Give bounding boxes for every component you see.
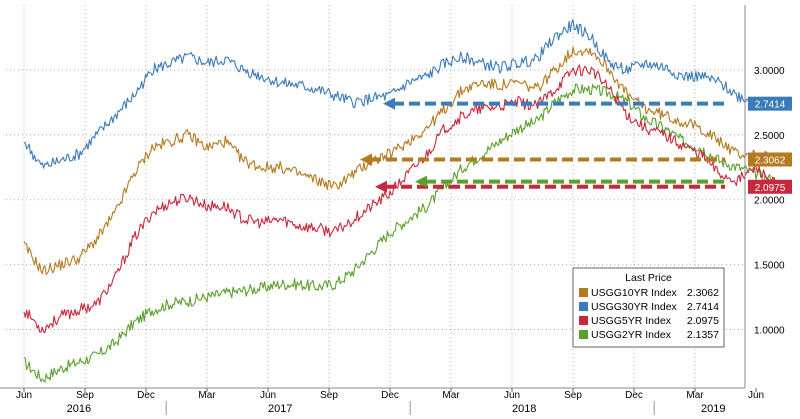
last-price-tag-label: 2.3062 bbox=[755, 155, 786, 166]
legend-entry-value: 2.0975 bbox=[687, 315, 719, 327]
series-line-usgg30yr bbox=[23, 19, 778, 169]
y-tick-label: 1.0000 bbox=[754, 326, 785, 337]
x-year-label: 2019 bbox=[701, 403, 725, 415]
x-year-label: 2017 bbox=[268, 403, 292, 415]
legend-swatch bbox=[579, 302, 588, 311]
x-tick-label: Dec bbox=[137, 390, 155, 401]
x-tick-label: Jun bbox=[748, 390, 764, 401]
arrow-head-usgg2yr bbox=[415, 175, 427, 188]
legend-entry-name: USGG10YR Index bbox=[591, 287, 678, 299]
legend: Last Price USGG10YR Index 2.3062 USGG30YR I… bbox=[572, 267, 725, 348]
last-price-tag-bg bbox=[748, 152, 792, 167]
arrow-head-usgg10yr bbox=[360, 153, 372, 166]
last-price-tags: 2.7414 2.3062 2.0975 bbox=[748, 96, 792, 194]
y-tick-label: 2.0000 bbox=[754, 196, 785, 207]
legend-entry-name: USGG5YR Index bbox=[591, 315, 672, 327]
legend-box bbox=[572, 267, 725, 348]
series-line-usgg10yr bbox=[23, 46, 778, 275]
legend-entry-name: USGG30YR Index bbox=[591, 301, 678, 313]
x-year-label: 2016 bbox=[67, 403, 91, 415]
x-tick-label: Mar bbox=[686, 390, 704, 401]
arrow-head-usgg5yr bbox=[375, 180, 387, 193]
arrow-head-usgg30yr bbox=[383, 97, 395, 110]
legend-swatch bbox=[579, 316, 588, 325]
last-price-tag-label: 2.7414 bbox=[755, 100, 786, 111]
x-year-label: 2018 bbox=[512, 403, 536, 415]
x-tick-label: Mar bbox=[198, 390, 216, 401]
x-tick-label: Dec bbox=[381, 390, 399, 401]
series-line-usgg5yr bbox=[23, 64, 778, 334]
axes: 3.0000 2.5000 2.0000 1.5000 1.0000 Jun Sep Dec M… bbox=[0, 5, 785, 415]
x-tick-label: Sep bbox=[320, 390, 338, 401]
legend-entry-value: 2.3062 bbox=[687, 287, 719, 299]
series-lines bbox=[23, 19, 778, 383]
last-price-tag-bg bbox=[748, 179, 792, 194]
legend-swatch bbox=[579, 288, 588, 297]
series-line-usgg2yr bbox=[23, 83, 778, 383]
legend-entry-value: 2.1357 bbox=[687, 329, 719, 341]
last-price-arrows bbox=[360, 97, 725, 193]
legend-entry-value: 2.7414 bbox=[687, 301, 719, 313]
y-tick-label: 1.5000 bbox=[754, 261, 785, 272]
legend-title: Last Price bbox=[625, 272, 672, 284]
x-tick-label: Sep bbox=[564, 390, 582, 401]
last-price-tag-bg bbox=[748, 96, 792, 111]
last-price-tag-label: 2.0975 bbox=[755, 183, 786, 194]
x-tick-label: Jun bbox=[16, 390, 32, 401]
x-tick-label: Dec bbox=[625, 390, 643, 401]
legend-swatch bbox=[579, 330, 588, 339]
x-tick-label: Jun bbox=[504, 390, 520, 401]
x-tick-label: Mar bbox=[442, 390, 460, 401]
legend-entry-name: USGG2YR Index bbox=[591, 329, 672, 341]
y-tick-label: 2.5000 bbox=[754, 131, 785, 142]
x-tick-label: Jun bbox=[260, 390, 276, 401]
x-tick-label: Sep bbox=[76, 390, 94, 401]
y-tick-label: 3.0000 bbox=[754, 66, 785, 77]
